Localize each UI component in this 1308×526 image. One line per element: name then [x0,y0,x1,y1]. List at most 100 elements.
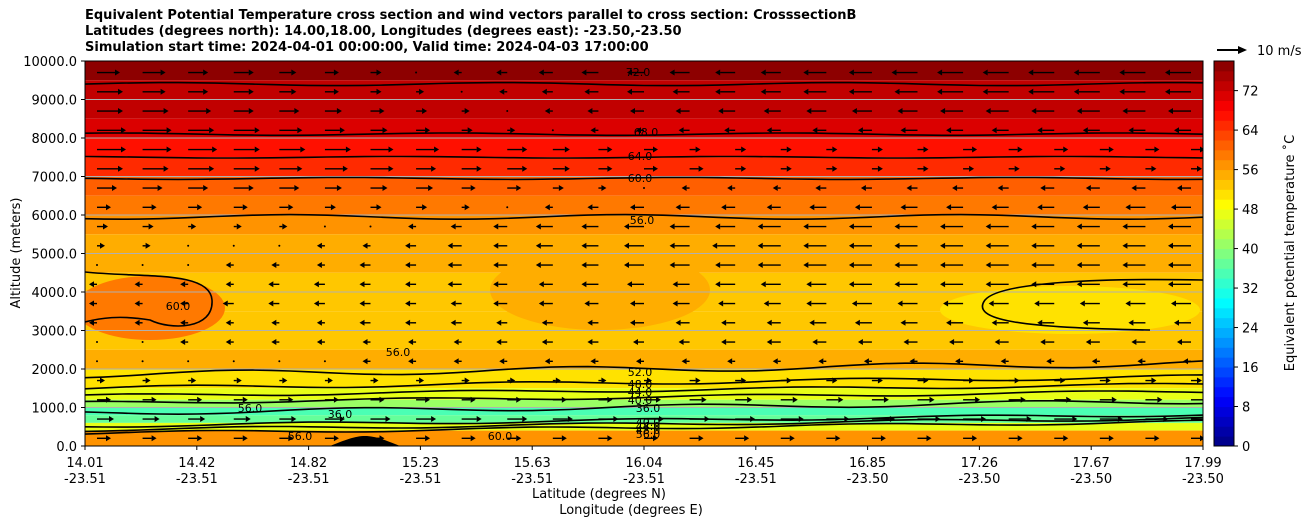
wind-vector-head [1076,262,1082,269]
wind-vector-dot [96,360,98,363]
contour-line-closed [981,278,1203,331]
colorbar-tick-label: 16 [1242,361,1259,376]
colorbar-segment [1214,406,1234,417]
colorbar-tick-label: 72 [1242,85,1259,100]
wind-vector-head [1000,358,1006,365]
wind-vector-head [89,300,94,307]
contour-label: 40.0 [628,394,653,407]
wind-vector-head [1168,262,1173,269]
wind-vector-head [405,281,411,288]
wind-vector-head [1073,69,1079,76]
wind-vector-dot [96,264,98,267]
wind-vector-dot [141,341,144,344]
wind-vector-head [786,146,792,153]
wind-vector-head [854,204,860,211]
wind-vector-head [333,69,339,76]
wind-vector-head [1085,339,1091,346]
colorbar-tick-label: 0 [1242,440,1250,455]
wind-vector-head [972,435,978,442]
wind-vector-head [630,108,635,115]
wind-vector-head [940,242,946,249]
wind-vector-head [937,88,943,95]
wind-vector-head [997,185,1003,192]
wind-vector-head [376,69,382,76]
contour-label: 44.0 [636,420,661,433]
wind-vector-head [741,377,747,384]
wind-vector-head [695,377,701,384]
colorbar-segment [1214,416,1234,427]
wind-vector-head [538,300,544,307]
wind-vector-head [236,223,242,230]
wind-vector-head [1128,127,1134,134]
wind-vector-head [362,339,368,346]
wind-vector-head [1168,223,1173,230]
axes: 0.0 1000.0 2000.0 3000.0 4000.0 5000.0 6000.0 7… [23,55,1224,487]
wind-vector-head [926,435,932,442]
wind-vector-head [561,435,567,442]
wind-vector-head [248,108,254,115]
y-tick-label: 6000.0 [32,209,78,224]
wind-vector-head [848,223,854,230]
wind-vector-head [760,69,766,76]
wind-vector-head [359,300,365,307]
wind-vector-head [470,185,476,192]
wind-vector-dot [232,244,235,247]
wind-vector-head [985,262,991,269]
wind-vector-head [225,262,231,269]
wind-vector-head [659,416,664,423]
wind-vector-head [718,300,724,307]
wind-vector-head [1177,185,1182,192]
wind-vector-head [991,319,997,326]
wind-vector-dot [187,264,190,267]
wind-vector-head [789,435,795,442]
wind-vector-head [447,262,453,269]
colorbar-segment [1214,337,1234,348]
wind-vector-head [1082,204,1088,211]
wind-vector-head [200,416,206,423]
wind-vector-head [981,416,987,423]
wind-vector-head [106,204,111,211]
wind-vector-head [949,339,955,346]
wind-vector-dot [551,129,554,132]
wind-vector-head [1128,319,1134,326]
title-line-2: Latitudes (degrees north): 14.00,18.00, … [85,24,682,39]
wind-vector-head [206,108,212,115]
wind-vector-head [1168,281,1173,288]
wind-vector-head [271,319,277,326]
wind-vector-head [937,69,943,76]
wind-vector-head [342,165,348,172]
colorbar-segment [1214,248,1234,259]
wind-vector-dot [278,360,281,363]
wind-vector-head [191,223,197,230]
wind-vector-head [894,281,900,288]
colorbar-segment [1214,120,1234,131]
wind-vector-head [541,339,547,346]
wind-vector-head [180,339,186,346]
wind-vector-head [242,204,248,211]
wind-vector-head [222,300,228,307]
wind-vector-head [1091,358,1097,365]
wind-vector-head [675,108,681,115]
wind-vector-head [653,435,658,442]
wind-vector-head [982,69,988,76]
wind-vector-head [100,242,105,249]
x-tick-label-lon: -23.50 [958,472,1000,487]
wind-vector-head [1063,146,1069,153]
x-tick-label-lon: -23.50 [1070,472,1112,487]
colorbar-segment [1214,238,1234,250]
wind-vector-head [493,281,499,288]
colorbar-segment [1214,288,1234,299]
wind-vector-head [601,377,607,384]
wind-vector-head [316,319,322,326]
terrain-bump [330,436,400,446]
wind-vector-head [900,319,906,326]
theta-patch [490,250,710,330]
wind-vector-head [1017,435,1023,442]
wind-vector-head [656,396,661,403]
wind-vector-head [516,185,522,192]
wind-vector-head [151,396,157,403]
contour-line [85,390,1203,404]
wind-vector-head [991,127,997,134]
wind-vector-head [832,377,838,384]
wind-vector-head [405,262,411,269]
